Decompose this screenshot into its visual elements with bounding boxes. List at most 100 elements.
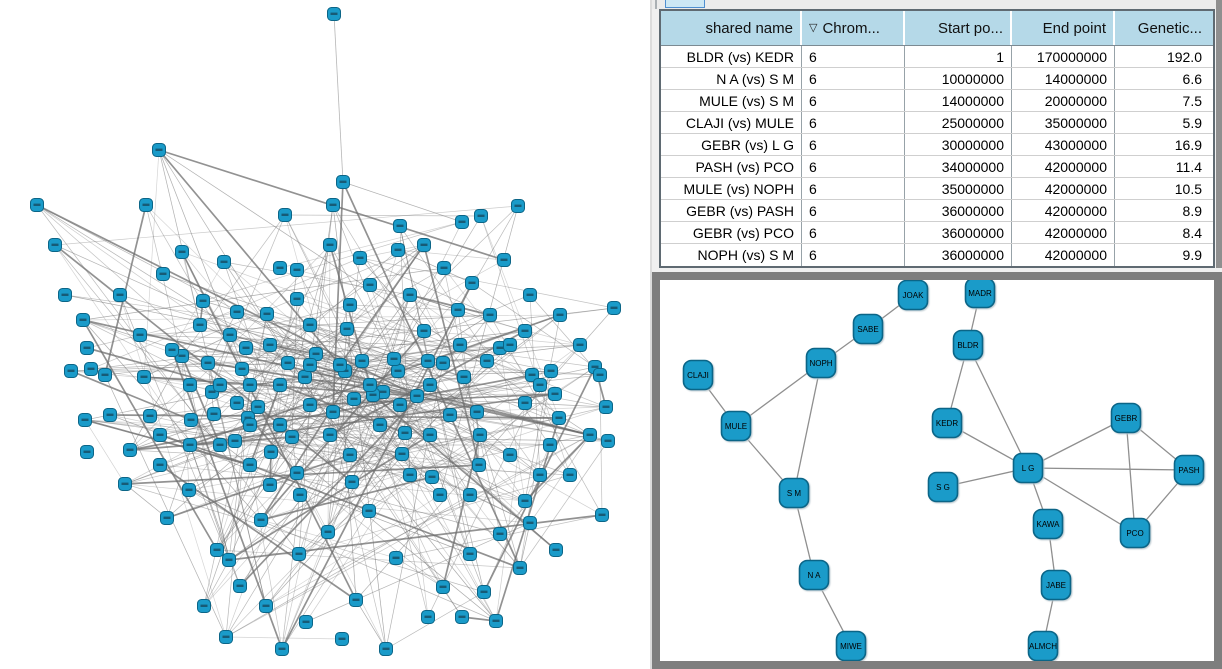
subnetwork-node-BLDR[interactable]: BLDR — [952, 329, 984, 361]
subnetwork-node-CLAJI[interactable]: CLAJI — [682, 359, 714, 391]
node-label-smudge — [439, 585, 447, 588]
table-cell: GEBR (vs) PASH — [661, 200, 802, 221]
node-label-smudge — [492, 619, 500, 622]
node-label-smudge — [242, 346, 250, 349]
network-edge — [223, 261, 463, 618]
subnetwork-node-KEDR[interactable]: KEDR — [931, 407, 963, 439]
subnetwork-node-MADR[interactable]: MADR — [964, 277, 996, 309]
node-label-smudge — [428, 475, 436, 478]
network-edge — [519, 522, 531, 569]
network-edge — [304, 244, 425, 378]
table-cell: 6 — [802, 112, 905, 133]
subnetwork-node-MIWE[interactable]: MIWE — [835, 630, 867, 662]
subnetwork-node-NOPH[interactable]: NOPH — [805, 347, 837, 379]
table-row[interactable]: GEBR (vs) PCO 6 36000000 42000000 8.4 — [661, 222, 1213, 244]
table-row[interactable]: GEBR (vs) L G 6 30000000 43000000 16.9 — [661, 134, 1213, 156]
node-label-smudge — [186, 383, 194, 386]
subnetwork-node-PCO[interactable]: PCO — [1119, 517, 1151, 549]
subnetwork-node-JABE[interactable]: JABE — [1040, 569, 1072, 601]
network-edge — [499, 434, 591, 535]
subnetwork-node-ALMCH[interactable]: ALMCH — [1027, 630, 1059, 662]
network-edge — [353, 398, 444, 588]
node-label-smudge — [466, 552, 474, 555]
subnetwork-canvas[interactable]: JOAK MADR SABE NOPH BLDR CLAJI MULE KEDR GEBR L G… — [660, 277, 1214, 662]
node-label-smudge — [116, 293, 124, 296]
subnetwork-node-PASH[interactable]: PASH — [1173, 454, 1205, 486]
node-label-smudge — [288, 435, 296, 438]
network-edge — [355, 599, 387, 650]
node-label-smudge — [266, 343, 274, 346]
node-label-smudge — [460, 375, 468, 378]
network-edge — [82, 314, 561, 321]
table-cell: 16.9 — [1174, 136, 1202, 153]
table-row[interactable]: CLAJI (vs) MULE 6 25000000 35000000 5.9 — [661, 112, 1213, 134]
node-label-smudge — [33, 203, 41, 206]
node-label-smudge — [420, 329, 428, 332]
subnetwork-node-SABE[interactable]: SABE — [852, 313, 884, 345]
network-edge — [249, 464, 283, 650]
network-edge — [228, 514, 603, 561]
table-row[interactable]: PASH (vs) PCO 6 34000000 42000000 11.4 — [661, 156, 1213, 178]
subnetwork-edge — [1027, 467, 1136, 534]
table-cell: 6 — [802, 134, 905, 155]
table-row[interactable]: BLDR (vs) KEDR 6 1 170000000 192.0 — [661, 46, 1213, 68]
network-edge — [36, 204, 511, 456]
column-header-start-point[interactable]: Start po... — [905, 11, 1012, 45]
subnetwork-node-label: JOAK — [903, 291, 925, 300]
network-edge — [129, 449, 571, 476]
node-label-smudge — [604, 439, 612, 442]
node-label-smudge — [483, 359, 491, 362]
node-label-smudge — [500, 258, 508, 261]
table-cell: 10000000 — [905, 68, 1012, 89]
filter-funnel-icon[interactable]: ▽ — [809, 21, 818, 34]
table-cell: 14000000 — [1012, 68, 1115, 89]
node-label-smudge — [262, 604, 270, 607]
network-edge — [211, 344, 511, 393]
table-row[interactable]: N A (vs) S M 6 10000000 14000000 6.6 — [661, 68, 1213, 90]
subnetwork-node-L-G[interactable]: L G — [1012, 452, 1044, 484]
subnetwork-node-KAWA[interactable]: KAWA — [1032, 508, 1064, 540]
main-network-canvas[interactable] — [0, 0, 652, 669]
network-edge — [181, 251, 357, 601]
node-label-smudge — [276, 423, 284, 426]
node-label-smudge — [159, 272, 167, 275]
table-scroll-gutter[interactable] — [1216, 0, 1222, 268]
network-edge — [64, 294, 395, 360]
table-cell: 6 — [802, 200, 905, 221]
subnetwork-node-N-A[interactable]: N A — [798, 559, 830, 591]
table-row[interactable]: MULE (vs) NOPH 6 35000000 42000000 10.5 — [661, 178, 1213, 200]
node-label-smudge — [293, 297, 301, 300]
subnetwork-node-JOAK[interactable]: JOAK — [897, 279, 929, 311]
subnetwork-node-S-G[interactable]: S G — [927, 471, 959, 503]
column-header-shared-name[interactable]: shared name — [661, 11, 802, 45]
column-header-genetic[interactable]: Genetic... — [1115, 11, 1209, 45]
subnetwork-node-MULE[interactable]: MULE — [720, 410, 752, 442]
table-tab-chip[interactable] — [665, 0, 705, 8]
node-label-smudge — [204, 361, 212, 364]
table-row[interactable]: NOPH (vs) S M 6 36000000 42000000 9.9 — [661, 244, 1213, 266]
column-header-chromosome[interactable]: ▽ Chrom... — [802, 11, 905, 45]
network-edge — [524, 402, 607, 408]
node-label-smudge — [356, 256, 364, 259]
subnetwork-node-GEBR[interactable]: GEBR — [1110, 402, 1142, 434]
node-label-smudge — [420, 243, 428, 246]
network-edge — [84, 419, 480, 466]
node-label-smudge — [246, 423, 254, 426]
subnetwork-edge — [1125, 417, 1136, 534]
network-edge — [225, 494, 471, 638]
node-label-smudge — [306, 403, 314, 406]
network-edge — [149, 384, 191, 417]
network-edge — [342, 181, 463, 223]
column-header-label: End point — [1042, 19, 1106, 37]
table-row[interactable]: GEBR (vs) PASH 6 36000000 42000000 8.9 — [661, 200, 1213, 222]
column-header-end-point[interactable]: End point — [1012, 11, 1115, 45]
node-label-smudge — [602, 405, 610, 408]
network-edge — [397, 249, 505, 261]
subnetwork-node-label: MADR — [968, 289, 992, 298]
node-label-smudge — [284, 361, 292, 364]
network-edge — [223, 261, 411, 296]
network-edge — [158, 149, 251, 386]
subnetwork-node-S-M[interactable]: S M — [778, 477, 810, 509]
table-row[interactable]: MULE (vs) S M 6 14000000 20000000 7.5 — [661, 90, 1213, 112]
network-edge — [369, 284, 471, 555]
